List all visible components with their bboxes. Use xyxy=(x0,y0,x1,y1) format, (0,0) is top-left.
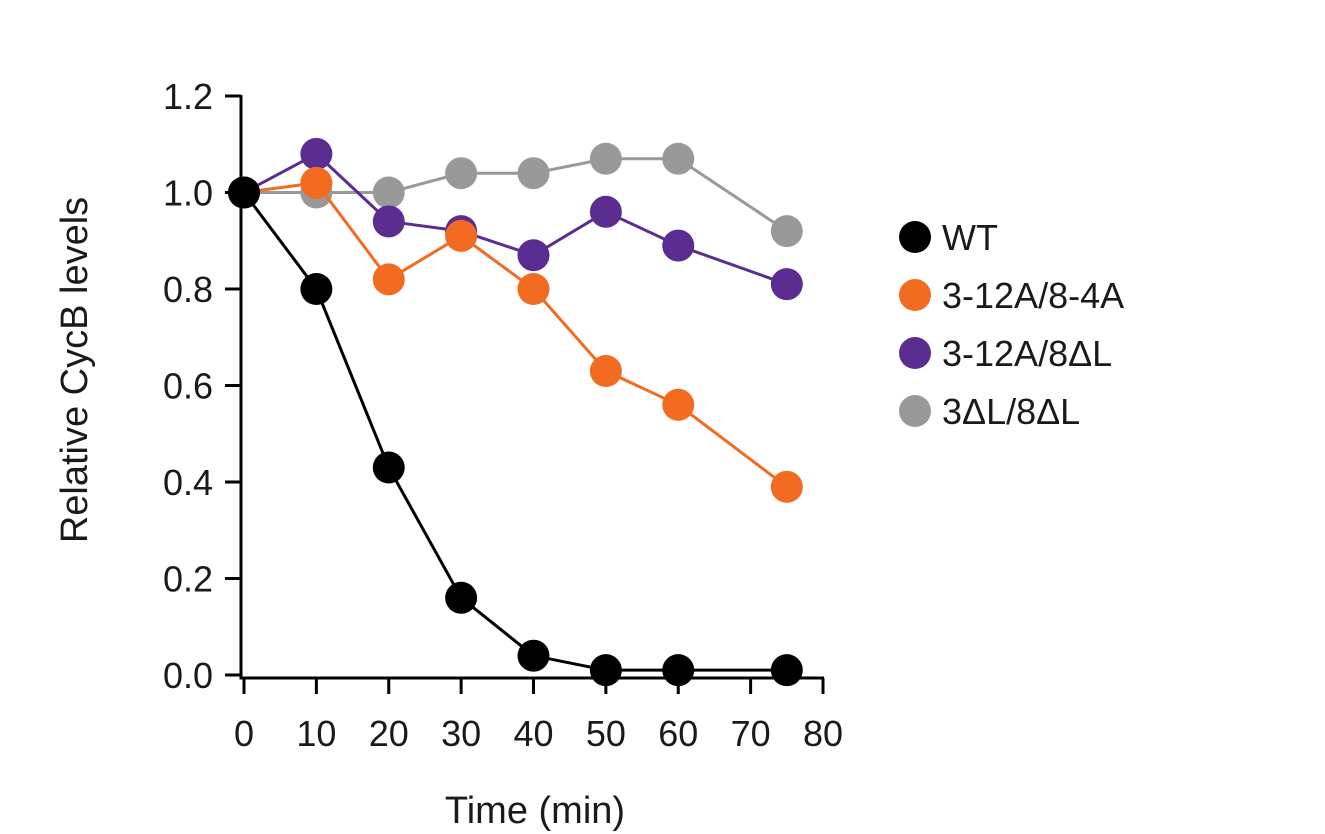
legend-item: 3-12A/8ΔL xyxy=(899,333,1112,374)
data-point xyxy=(662,229,695,262)
x-tick-label: 50 xyxy=(586,713,626,754)
y-tick-label: 0.6 xyxy=(163,366,213,407)
legend-item: 3-12A/8-4A xyxy=(899,275,1124,316)
series-layer xyxy=(228,137,803,687)
legend-label: 3ΔL/8ΔL xyxy=(942,391,1080,432)
legend-label: 3-12A/8ΔL xyxy=(942,333,1112,374)
x-tick-label: 70 xyxy=(731,713,771,754)
y-tick-label: 0.8 xyxy=(163,269,213,310)
series-wt xyxy=(228,176,803,687)
data-point xyxy=(589,355,622,388)
data-point xyxy=(445,157,478,190)
y-axis-label: Relative CycB levels xyxy=(54,197,96,543)
data-point xyxy=(445,581,478,614)
y-tick-label: 1.0 xyxy=(163,173,213,214)
x-tick-label: 30 xyxy=(441,713,481,754)
data-point xyxy=(300,166,333,199)
plot-area: 0.0 0.2 0.4 0.6 0.8 1.0 1.2 0 10 20 30 40 50 60 70 80 xyxy=(163,76,843,754)
x-tick-label: 40 xyxy=(513,713,553,754)
y-tick-label: 0.4 xyxy=(163,462,213,503)
data-point xyxy=(662,142,695,175)
data-point xyxy=(589,195,622,228)
data-point xyxy=(770,215,803,248)
data-point xyxy=(770,654,803,687)
y-tick-label: 0.2 xyxy=(163,559,213,600)
data-point xyxy=(445,219,478,252)
legend-label: 3-12A/8-4A xyxy=(942,275,1124,316)
x-tick-label: 0 xyxy=(234,713,254,754)
data-point xyxy=(372,451,405,484)
y-axis-ticks: 0.0 0.2 0.4 0.6 0.8 1.0 1.2 xyxy=(163,76,241,696)
x-tick-label: 10 xyxy=(296,713,336,754)
data-point xyxy=(770,268,803,301)
data-point xyxy=(300,273,333,305)
data-point xyxy=(662,654,695,687)
data-point xyxy=(589,142,622,175)
legend-marker xyxy=(899,337,931,369)
legend-marker xyxy=(899,395,931,427)
data-point xyxy=(589,654,622,687)
series-line xyxy=(243,181,788,489)
data-point xyxy=(372,263,405,296)
x-tick-label: 20 xyxy=(369,713,409,754)
y-tick-label: 1.2 xyxy=(163,76,213,117)
series-3-12a-8-4a xyxy=(228,166,803,503)
data-point xyxy=(517,639,550,672)
data-point xyxy=(300,137,333,170)
series-line xyxy=(242,191,787,672)
x-axis-ticks: 0 10 20 30 40 50 60 70 80 xyxy=(234,678,843,754)
legend-marker xyxy=(899,221,931,253)
data-point xyxy=(517,157,550,190)
data-point xyxy=(228,176,260,209)
y-tick-label: 0.0 xyxy=(163,655,213,696)
x-axis-label: Time (min) xyxy=(445,790,625,832)
legend-marker xyxy=(899,279,931,311)
data-point xyxy=(517,273,550,305)
legend: WT 3-12A/8-4A 3-12A/8ΔL 3ΔL/8ΔL xyxy=(899,217,1124,432)
x-tick-label: 80 xyxy=(803,713,843,754)
legend-label: WT xyxy=(942,217,998,258)
x-tick-label: 60 xyxy=(658,713,698,754)
data-point xyxy=(662,388,695,421)
data-point xyxy=(770,470,803,503)
legend-item: WT xyxy=(899,217,998,258)
data-point xyxy=(517,239,550,272)
legend-item: 3ΔL/8ΔL xyxy=(899,391,1080,432)
data-point xyxy=(372,176,405,209)
data-point xyxy=(372,205,405,238)
